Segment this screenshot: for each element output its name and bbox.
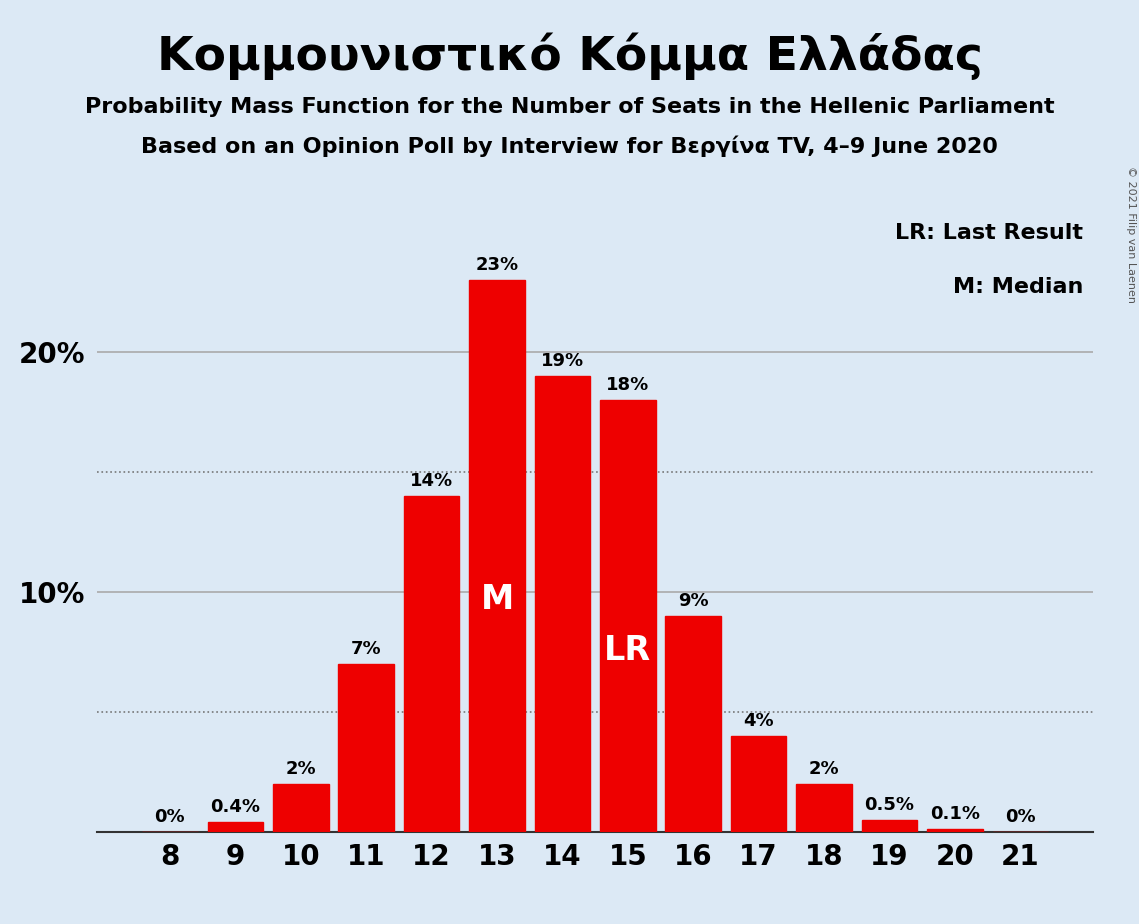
Text: 0.1%: 0.1%	[929, 805, 980, 823]
Text: 7%: 7%	[351, 639, 382, 658]
Bar	[862, 820, 917, 832]
Bar	[796, 784, 852, 832]
Bar	[207, 822, 263, 832]
Text: M: Median: M: Median	[953, 276, 1083, 297]
Text: Probability Mass Function for the Number of Seats in the Hellenic Parliament: Probability Mass Function for the Number…	[84, 97, 1055, 117]
Text: 0%: 0%	[155, 808, 186, 826]
Bar	[534, 376, 590, 832]
Text: 18%: 18%	[606, 376, 649, 394]
Text: 14%: 14%	[410, 472, 453, 490]
Text: 0.4%: 0.4%	[211, 798, 261, 816]
Text: © 2021 Filip van Laenen: © 2021 Filip van Laenen	[1126, 166, 1136, 303]
Bar	[600, 400, 656, 832]
Text: 23%: 23%	[475, 256, 518, 274]
Bar	[469, 280, 525, 832]
Bar	[338, 663, 394, 832]
Text: LR: LR	[605, 634, 652, 667]
Text: 2%: 2%	[809, 760, 839, 778]
Bar	[404, 496, 459, 832]
Text: 0.5%: 0.5%	[865, 796, 915, 814]
Bar	[927, 829, 983, 832]
Bar	[731, 736, 786, 832]
Text: Based on an Opinion Poll by Interview for Βεργίνα TV, 4–9 June 2020: Based on an Opinion Poll by Interview fo…	[141, 136, 998, 157]
Text: LR: Last Result: LR: Last Result	[895, 224, 1083, 244]
Text: 2%: 2%	[286, 760, 316, 778]
Text: M: M	[481, 583, 514, 616]
Text: 4%: 4%	[744, 711, 775, 730]
Bar	[273, 784, 328, 832]
Text: 9%: 9%	[678, 591, 708, 610]
Text: 19%: 19%	[541, 352, 584, 370]
Bar	[665, 615, 721, 832]
Text: 0%: 0%	[1005, 808, 1035, 826]
Text: Κομμουνιστικό Κόμμα Ελλάδας: Κομμουνιστικό Κόμμα Ελλάδας	[156, 32, 983, 79]
